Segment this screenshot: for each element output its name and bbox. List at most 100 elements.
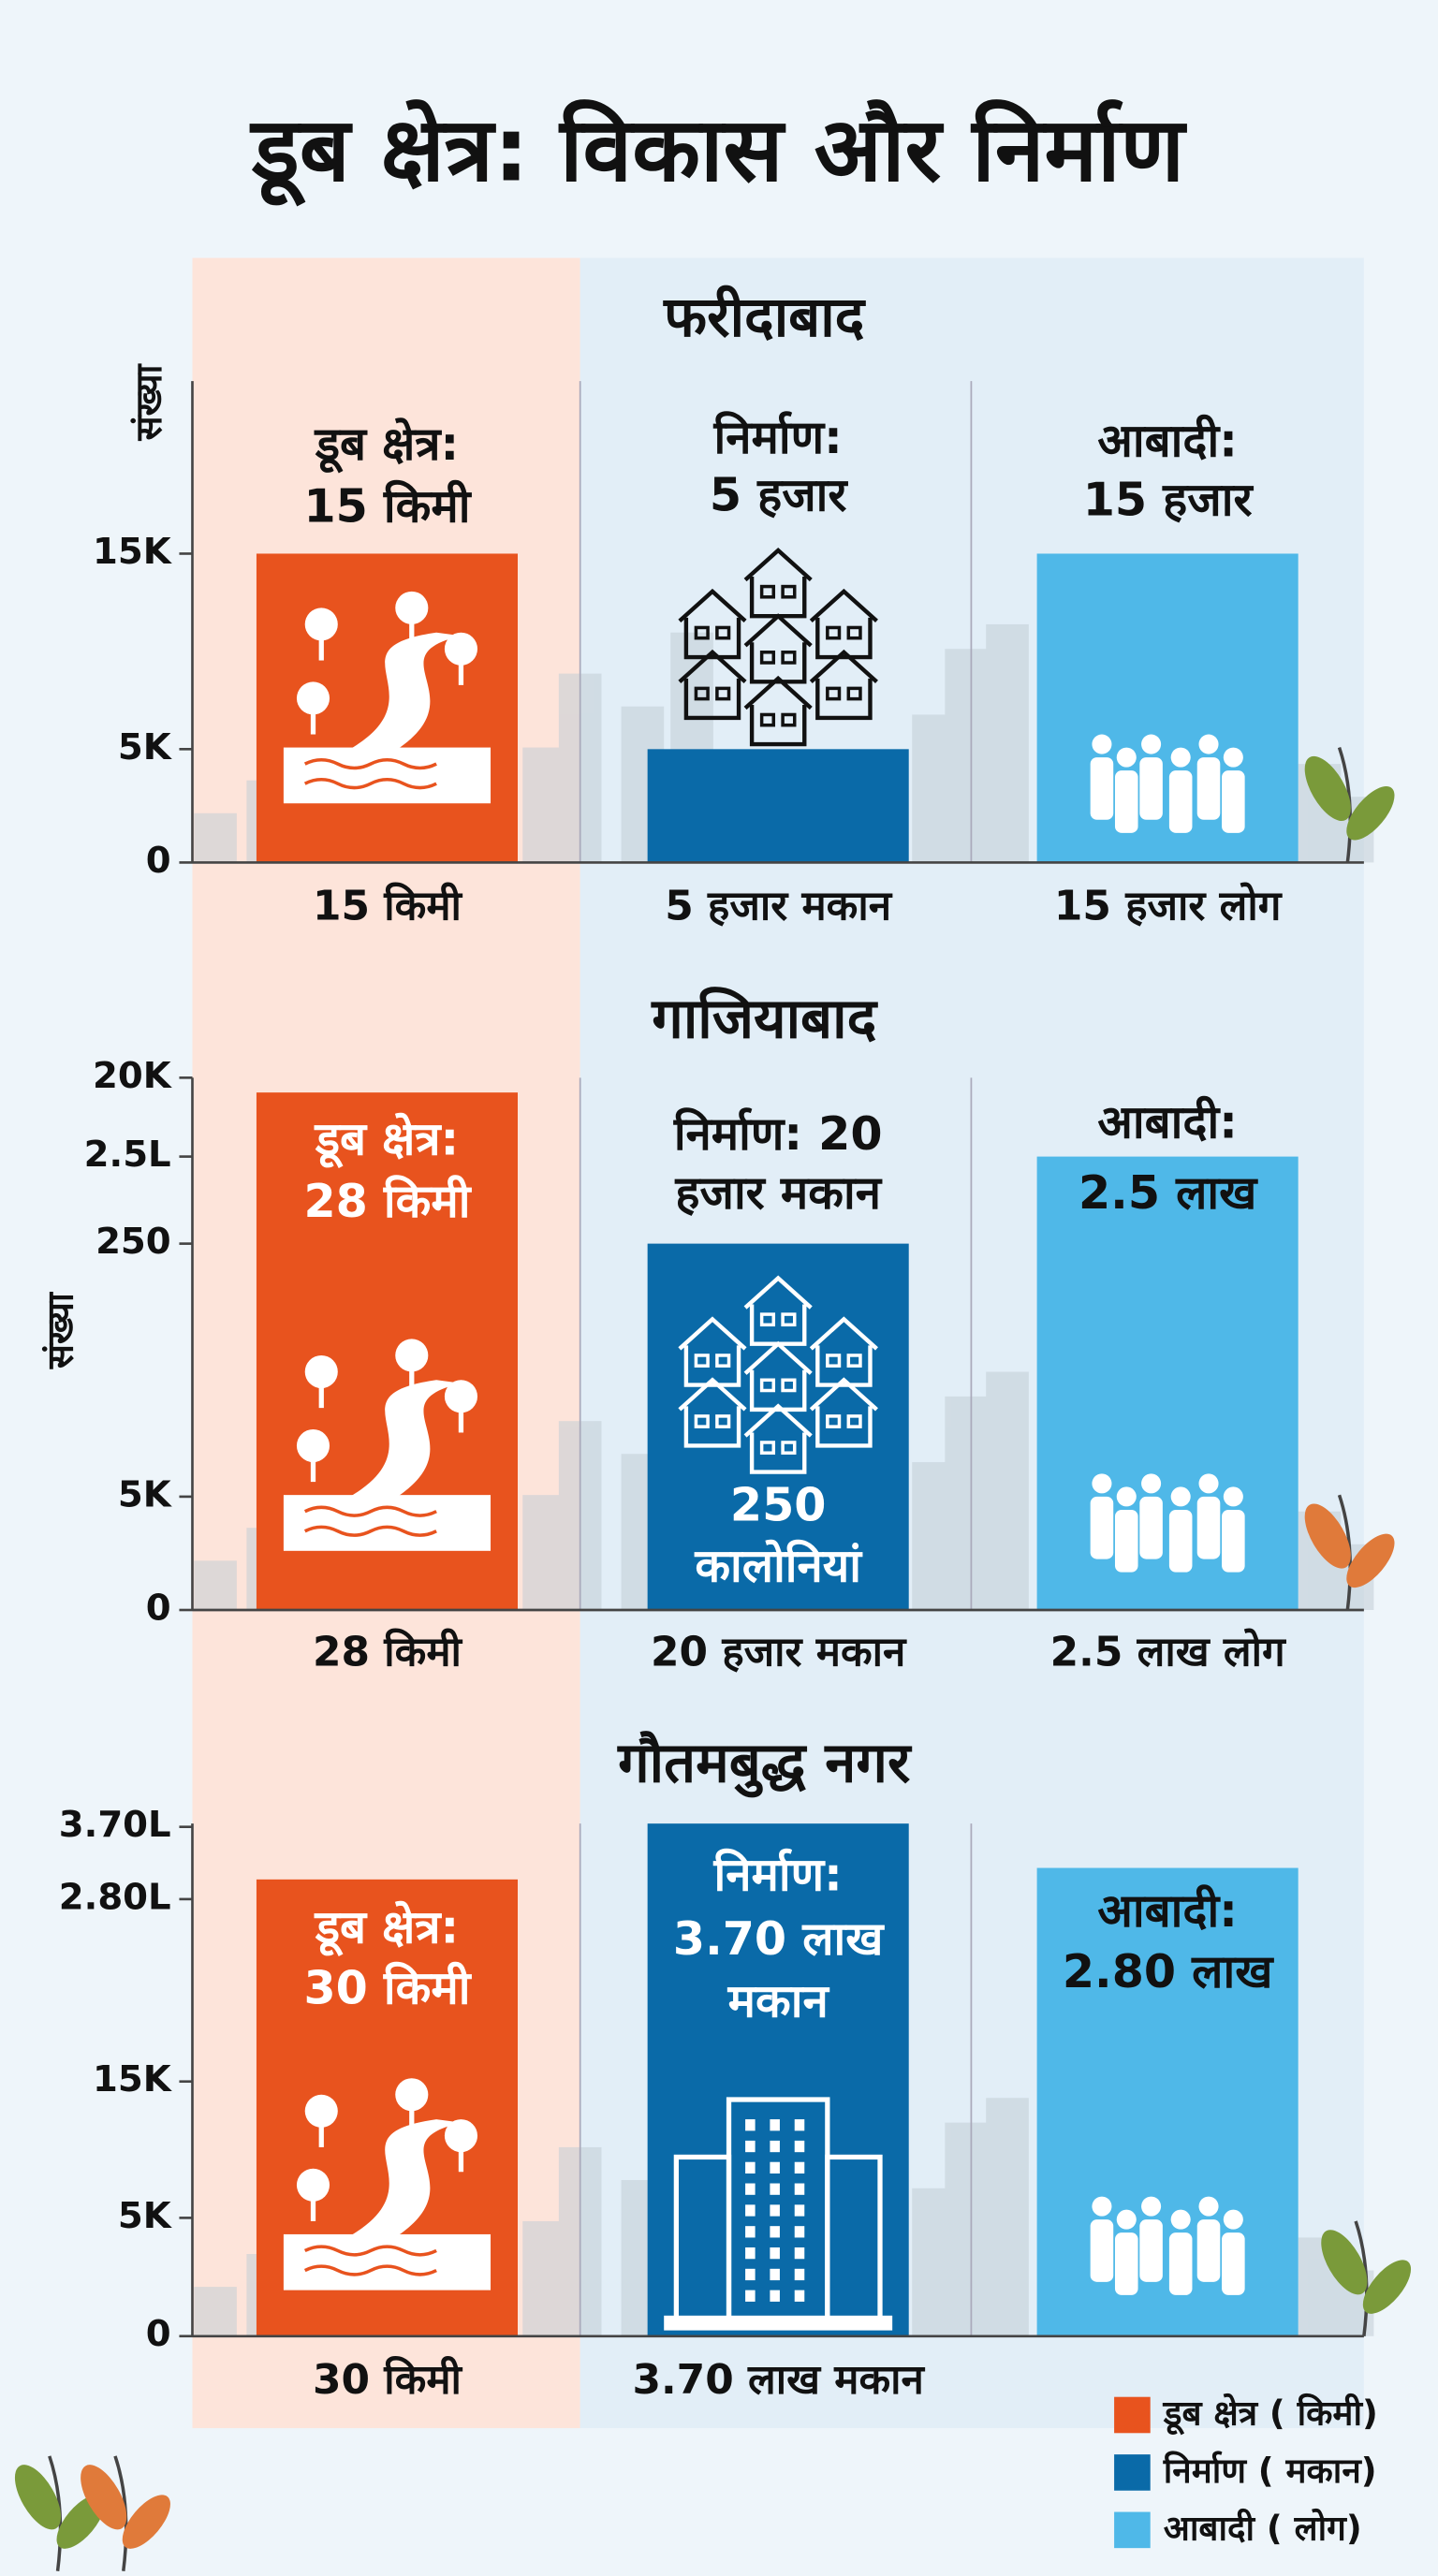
wave [303,2264,437,2276]
trunk [409,1368,415,1392]
bar-annotation: मकान [727,1974,830,2028]
wave [303,1505,437,1517]
bar-inner-label: कालोनियां [694,1539,863,1593]
window [770,2140,780,2153]
legend-swatch [1114,2396,1151,2434]
window [745,2226,756,2238]
leaf [14,2465,62,2530]
window [759,1441,776,1455]
window [826,686,842,701]
bar-inner-label: 250 [730,1478,827,1532]
building-silhouette [986,2098,1029,2336]
building-silhouette [194,2287,237,2336]
window [694,1354,710,1368]
person-head [1092,734,1112,754]
river-icon [283,1339,492,1551]
trunk [310,2198,316,2221]
plant-decoration [1321,2220,1412,2336]
person-head [1116,2209,1137,2230]
person-head [1170,2209,1191,2230]
house [743,1340,813,1412]
x-tick-label: 3.70 लाख मकान [633,2356,926,2404]
person-body [1139,757,1163,820]
bar-annotation: 5 हजार [710,467,849,521]
building-silhouette [945,649,988,863]
bar-annotation: आबादी: [1097,1095,1237,1149]
window [794,2183,805,2195]
bar-annotation: 28 किमी [303,1174,472,1228]
window [846,686,862,701]
person-head [1116,1486,1137,1507]
house [678,649,747,721]
y-tick-label: 5K [118,2195,173,2237]
river-icon [283,591,492,804]
window [745,2183,756,2195]
bar-annotation: 30 किमी [303,1961,472,2015]
y-axis-label: संख्या [39,1291,81,1369]
person-body [1168,2232,1193,2295]
tree [395,2078,429,2112]
ground [283,1495,492,1551]
window [770,2119,780,2131]
person-body [1222,1509,1245,1573]
window [770,2161,780,2174]
leaf [122,2495,170,2549]
window [826,1414,842,1428]
window [781,1378,797,1393]
y-tick-label: 0 [146,2313,171,2355]
window [745,2119,756,2131]
house [743,675,813,747]
window [846,1414,862,1428]
window [715,686,731,701]
x-tick-label: 2.5 लाख लोग [1050,1628,1286,1676]
y-tick-label: 2.5L [84,1134,171,1176]
plant-decoration [81,2455,170,2571]
person-body [1196,2219,1221,2282]
bar-annotation: आबादी: [1097,1883,1237,1938]
window [770,2247,780,2260]
window [794,2268,805,2281]
person-head [1170,747,1191,768]
leaf [81,2465,127,2530]
window [770,2226,780,2238]
bar [256,553,518,863]
person-head [1223,1486,1243,1507]
base [664,2315,893,2331]
y-tick-label: 20K [93,1055,173,1097]
window [759,584,776,599]
person-head [1141,734,1162,754]
x-tick-label: 15 हजार लोग [1054,883,1283,930]
person-body [1114,1509,1138,1573]
legend-swatch [1114,2511,1151,2549]
leaf [1304,755,1351,822]
person-head [1116,747,1137,768]
bar-annotation: आबादी: [1097,413,1237,467]
trunk [409,2107,415,2131]
bar [1036,1156,1299,1610]
people-icon [1090,2196,1245,2295]
window [715,1414,731,1428]
trunk [458,2148,464,2173]
y-tick-label: 15K [93,2058,173,2100]
bar-annotation: निर्माण: [713,1848,843,1902]
x-tick-label: 5 हजार मकान [665,883,892,930]
person-head [1198,734,1219,754]
tree [296,2168,330,2202]
building-silhouette [986,623,1029,863]
window [781,1312,797,1327]
tree [296,681,330,715]
bar-annotation: 3.70 लाख [673,1911,885,1966]
y-tick-label: 5K [118,1473,173,1515]
people-icon [1090,734,1245,833]
window [770,2204,780,2217]
people-icon [1090,1473,1245,1573]
trunk [458,1409,464,1433]
tree [444,632,477,666]
x-tick-label: 15 किमी [313,883,463,930]
window [745,2161,756,2174]
person-body [1114,770,1138,833]
tree [304,607,338,641]
leaf [1304,1503,1351,1569]
y-axis-label: संख्या [128,362,170,441]
window [715,1354,731,1368]
